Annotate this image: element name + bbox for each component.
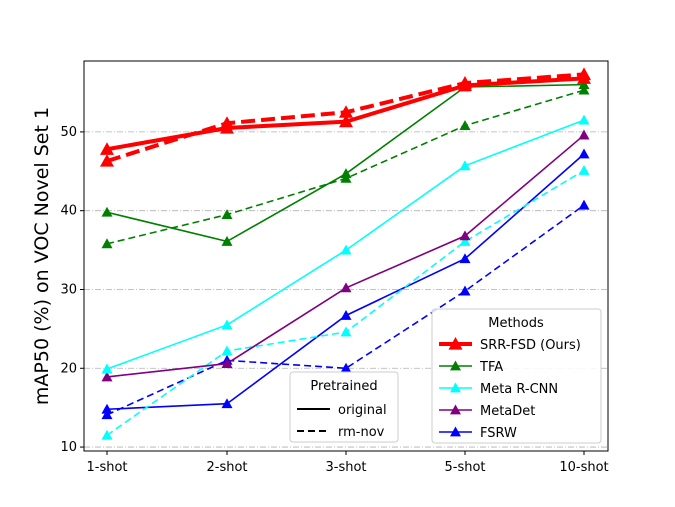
data-point (459, 285, 471, 296)
legend-pretrained-title: Pretrained (310, 379, 377, 394)
data-point (459, 230, 471, 241)
legend-entry-meta-r-cnn: Meta R-CNN (439, 382, 558, 397)
data-point (459, 235, 471, 246)
data-point (221, 209, 233, 220)
data-point (340, 244, 352, 255)
series-line (106, 204, 585, 416)
legend-entry-srr-fsd-ours: SRR-FSD (Ours) (439, 337, 581, 353)
legend-label: Meta R-CNN (480, 382, 558, 397)
legend-label: SRR-FSD (Ours) (480, 338, 581, 353)
series-tfa-original (101, 79, 590, 246)
data-point (221, 319, 233, 330)
data-point (459, 253, 471, 264)
data-point (340, 309, 352, 320)
y-tick-label: 30 (60, 282, 77, 297)
series-meta-r-cnn-rm-nov (101, 165, 590, 440)
legend-marker (448, 337, 463, 350)
legend-methods: Methods SRR-FSD (Ours) TFA Meta R-CNN MetaD… (431, 308, 602, 444)
data-point (578, 199, 590, 210)
axes: 10 20 30 40 50 1-shot 2-shot 3-shot 5-shot 10-sho… (60, 125, 608, 475)
legend-entry-original: original (338, 403, 387, 418)
data-point (578, 84, 590, 95)
y-tick-label: 40 (60, 204, 77, 219)
data-point (459, 120, 471, 131)
data-point (578, 79, 590, 90)
data-point (578, 114, 590, 125)
data-point (101, 371, 113, 382)
data-point (339, 114, 353, 128)
data-point (101, 409, 113, 420)
data-point (339, 105, 353, 118)
x-tick-label: 1-shot (86, 460, 127, 475)
legend-methods-title: Methods (488, 316, 544, 331)
legend-marker (450, 426, 461, 437)
legend-entry-rm-nov: rm-nov (338, 425, 385, 440)
y-axis-label: mAP50 (%) on VOC Novel Set 1 (31, 107, 53, 405)
legend-marker (450, 382, 461, 393)
data-point (101, 429, 113, 440)
data-point (221, 398, 233, 409)
data-point (340, 282, 352, 293)
data-point (101, 403, 113, 414)
data-point (577, 67, 591, 80)
series-meta-r-cnn-original (101, 114, 590, 374)
legend-entry-fsrw: FSRW (439, 426, 517, 441)
data-point (100, 142, 114, 155)
data-point (101, 363, 113, 374)
legend-label: TFA (479, 360, 503, 375)
legend-pretrained: Pretrained original rm-nov (289, 371, 399, 443)
legend-entry-tfa: TFA (439, 360, 503, 375)
legend-marker (450, 360, 461, 371)
data-point (100, 154, 114, 167)
data-point (578, 165, 590, 175)
data-point (220, 116, 234, 129)
data-point (340, 362, 352, 373)
data-point (221, 358, 233, 368)
y-tick-label: 20 (60, 361, 77, 376)
y-tick-label: 10 (60, 440, 77, 455)
data-point (101, 206, 113, 217)
data-point (221, 345, 233, 356)
legend-entry-metadet: MetaDet (439, 404, 535, 419)
series-layer (100, 67, 591, 440)
y-tick-label: 50 (60, 125, 77, 140)
series-srr-fsd-ours-rm-nov (100, 67, 591, 167)
series-fsrw-original (101, 148, 590, 414)
x-tick-label: 5-shot (444, 460, 485, 475)
data-point (459, 160, 471, 171)
data-point (458, 76, 472, 89)
series-tfa-rm-nov (101, 84, 590, 249)
data-point (578, 129, 590, 140)
data-point (578, 148, 590, 159)
x-tick-label: 2-shot (206, 460, 247, 475)
data-point (340, 172, 352, 183)
data-point (340, 326, 352, 337)
data-point (101, 238, 113, 249)
x-tick-label: 10-shot (559, 460, 608, 475)
legend-label: FSRW (480, 426, 517, 441)
legend-label: MetaDet (480, 404, 535, 419)
data-point (221, 235, 233, 246)
x-tick-label: 3-shot (325, 460, 366, 475)
legend-marker (450, 404, 461, 415)
series-metadet-original (101, 129, 590, 382)
